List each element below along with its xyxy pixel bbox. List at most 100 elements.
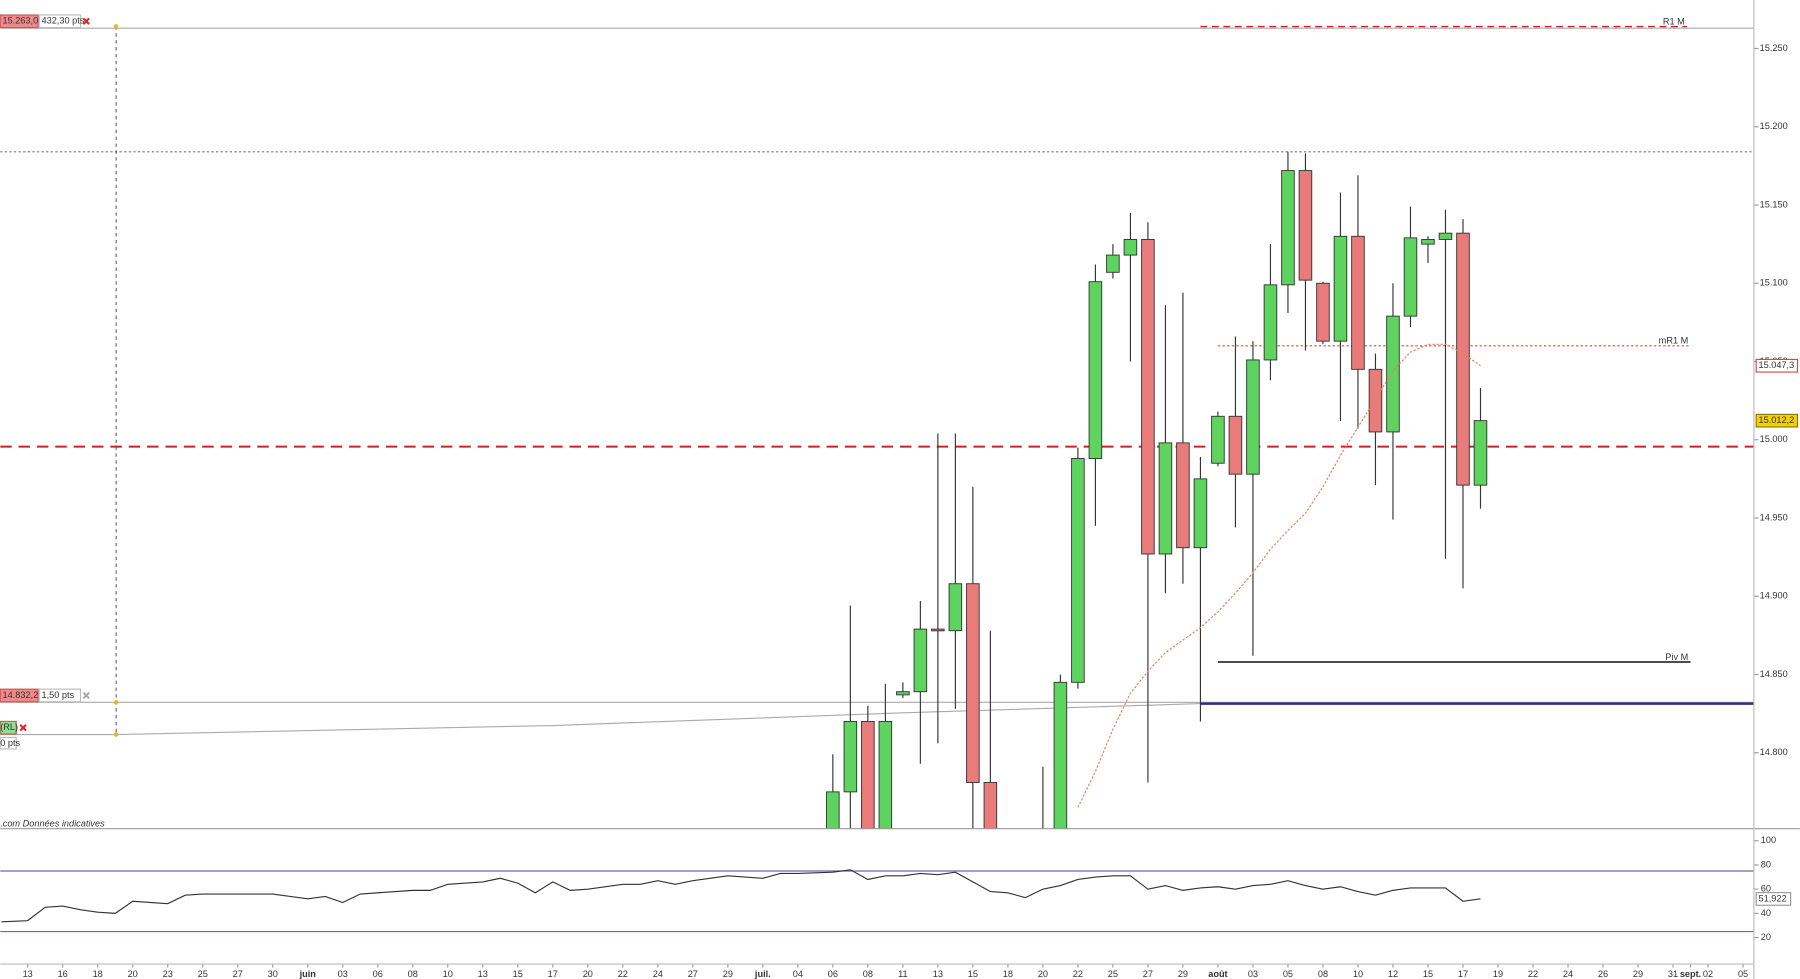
x-tick-label: 19 (1493, 969, 1503, 979)
x-tick-label: 15 (968, 969, 978, 979)
rsi-last-label: 51,922 (1758, 893, 1786, 903)
y-tick-label: 14.900 (1760, 591, 1788, 601)
x-tick-label: juil. (754, 969, 771, 979)
x-tick-label: 06 (373, 969, 383, 979)
candle-body (1333, 235, 1348, 342)
order-price-box (0, 14, 39, 29)
rsi-line (1, 869, 1481, 923)
x-tick-label: 17 (1458, 969, 1468, 979)
x-tick-label: 22 (618, 969, 628, 979)
x-tick-label: sept. (1680, 969, 1701, 979)
x-tick-label: 12 (1388, 969, 1398, 979)
x-tick-label: 20 (1038, 969, 1048, 979)
rsi-tick-label: 40 (1761, 908, 1771, 918)
candle-body (983, 782, 998, 829)
candle-body (1386, 315, 1400, 433)
order-price: (RL) (0, 722, 18, 732)
candle-body (1456, 232, 1470, 486)
candle-body (1211, 415, 1225, 464)
candle-body (966, 583, 980, 783)
x-tick-label: 08 (1318, 969, 1328, 979)
candle-body (1281, 170, 1295, 286)
rsi-tick-label: 100 (1761, 835, 1776, 845)
candle-body (948, 583, 963, 632)
x-tick-label: 29 (1178, 969, 1188, 979)
order-price: 15.263,0 (2, 16, 38, 26)
candle-body (1141, 238, 1155, 555)
order-distance: 432,30 pts (42, 16, 85, 26)
rsi-tick-label: 60 (1761, 884, 1771, 894)
candle-body (826, 791, 840, 829)
candle-body (1246, 359, 1260, 475)
order-distance-box (38, 688, 82, 703)
x-tick-label: 13 (933, 969, 943, 979)
y-tick-label: 15.200 (1760, 121, 1788, 131)
y-tick-label: 14.850 (1760, 669, 1788, 679)
x-tick-label: 25 (198, 969, 208, 979)
x-tick-label: 22 (1528, 969, 1538, 979)
level-label: Piv M (1665, 652, 1688, 662)
candle-body (1403, 237, 1418, 317)
moving-average (1077, 343, 1481, 808)
order-distance: 1,50 pts (42, 690, 75, 700)
x-tick-label: 10 (1353, 969, 1363, 979)
x-tick-label: 10 (443, 969, 453, 979)
y-tick-label: 15.000 (1760, 434, 1788, 444)
rsi-pane (0, 869, 1754, 933)
order-distance-box (38, 14, 82, 29)
candle-body (843, 720, 858, 793)
candle-body (1071, 458, 1085, 683)
order-close-icon (82, 691, 90, 700)
price-label: 15.012,2 (1758, 415, 1794, 425)
x-tick-label: 24 (1563, 969, 1573, 979)
price-label: 15.047,3 (1758, 360, 1794, 370)
candle-body (896, 691, 910, 696)
x-tick-label: 18 (93, 969, 103, 979)
x-tick-label: 03 (1248, 969, 1258, 979)
x-tick-label: 13 (478, 969, 488, 979)
x-tick-label: 22 (1073, 969, 1083, 979)
candle-body (1351, 235, 1365, 370)
x-tick-label: 29 (723, 969, 733, 979)
y-tick-label: 15.250 (1760, 43, 1788, 53)
x-tick-label: 15 (513, 969, 523, 979)
candle-body (1473, 420, 1488, 486)
y-tick-label: 15.100 (1760, 278, 1788, 288)
x-tick-label: 08 (408, 969, 418, 979)
x-tick-label: 17 (548, 969, 558, 979)
x-tick-label: 05 (1283, 969, 1293, 979)
level-label: mR1 M (1659, 336, 1689, 346)
x-tick-label: 25 (1108, 969, 1118, 979)
x-tick-label: 31 (1668, 969, 1678, 979)
order-close-icon (19, 724, 27, 732)
price-pane (0, 25, 1754, 829)
x-tick-label: 20 (128, 969, 138, 979)
price-label-box (1755, 358, 1799, 373)
trendline (0, 703, 1201, 736)
candle-body (913, 628, 928, 693)
price-label-box (1755, 413, 1799, 428)
cursor-dot (113, 24, 119, 29)
order-distance-box (0, 736, 17, 750)
order-close-icon (82, 17, 90, 25)
x-tick-label: 16 (58, 969, 68, 979)
x-tick-label: 24 (653, 969, 663, 979)
x-tick-label: 11 (898, 969, 908, 979)
rsi-last-box (1755, 892, 1792, 906)
rsi-tick-label: 20 (1761, 932, 1771, 942)
rsi-tick-label: 80 (1761, 859, 1771, 869)
candle-body (1421, 238, 1435, 245)
x-tick-label: 05 (1738, 969, 1748, 979)
disclaimer: .com Données indicatives (0, 818, 105, 828)
candle-body (1106, 254, 1120, 273)
candle-body (1193, 478, 1208, 549)
x-tick-label: 18 (1003, 969, 1013, 979)
candle-body (1176, 442, 1190, 549)
order-price-box (0, 720, 17, 735)
y-tick-label: 14.950 (1760, 512, 1788, 522)
x-tick-label: 06 (828, 969, 838, 979)
x-tick-label: août (1208, 969, 1227, 979)
level-label: R1 M (1663, 16, 1685, 26)
order-distance: 0 pts (0, 738, 20, 748)
